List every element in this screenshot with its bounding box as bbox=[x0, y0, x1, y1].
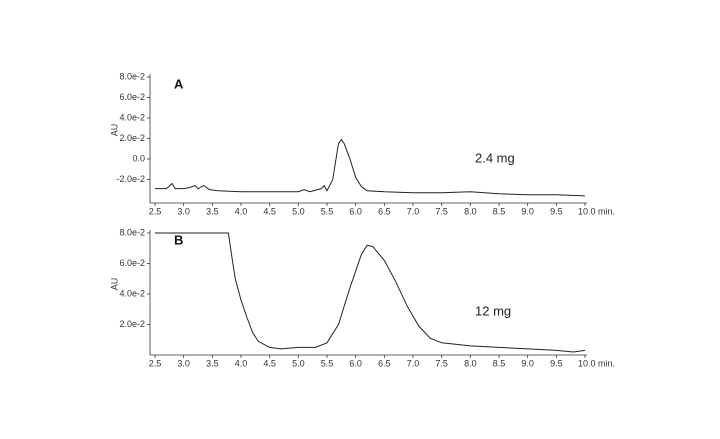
annotation: 2.4 mg bbox=[475, 150, 515, 165]
y-tick-label: 4.0e-2 bbox=[119, 288, 145, 298]
x-tick-label: 6.5 bbox=[378, 358, 391, 368]
y-tick-label: 6.0e-2 bbox=[119, 258, 145, 268]
y-tick-label: 6.0e-2 bbox=[119, 92, 145, 102]
x-tick-label: 8.5 bbox=[493, 206, 506, 216]
y-axis-label: AU bbox=[109, 278, 119, 291]
y-tick-label: -2.0e-2 bbox=[116, 174, 145, 184]
x-tick-label: 10.0 min. bbox=[578, 206, 615, 216]
x-tick-label: 4.0 bbox=[235, 358, 248, 368]
x-tick-label: 8.5 bbox=[493, 358, 506, 368]
x-tick-label: 3.0 bbox=[177, 206, 190, 216]
data-line bbox=[155, 232, 586, 353]
x-tick-label: 8.0 bbox=[464, 206, 477, 216]
annotation: 12 mg bbox=[475, 304, 511, 319]
x-tick-label: 2.5 bbox=[149, 358, 162, 368]
x-tick-label: 3.0 bbox=[177, 358, 190, 368]
x-tick-label: 6.0 bbox=[349, 206, 362, 216]
x-tick-label: 7.0 bbox=[407, 358, 420, 368]
y-tick-label: 4.0e-2 bbox=[119, 112, 145, 122]
x-tick-label: 9.5 bbox=[550, 358, 563, 368]
x-tick-label: 9.0 bbox=[521, 358, 534, 368]
x-tick-label: 6.0 bbox=[349, 358, 362, 368]
x-tick-label: 10.0 min. bbox=[578, 358, 615, 368]
x-tick-label: 7.5 bbox=[435, 358, 448, 368]
x-tick-label: 5.5 bbox=[321, 206, 334, 216]
y-tick-label: 2.0e-2 bbox=[119, 133, 145, 143]
x-tick-label: 7.0 bbox=[407, 206, 420, 216]
x-tick-label: 3.5 bbox=[206, 358, 219, 368]
x-tick-label: 6.5 bbox=[378, 206, 391, 216]
x-tick-label: 5.0 bbox=[292, 358, 305, 368]
x-tick-label: 3.5 bbox=[206, 206, 219, 216]
data-line bbox=[155, 138, 586, 197]
x-tick-label: 4.0 bbox=[235, 206, 248, 216]
y-tick-label: 8.0e-2 bbox=[119, 71, 145, 81]
x-tick-label: 9.5 bbox=[550, 206, 563, 216]
y-tick-label: 0.0 bbox=[132, 153, 145, 163]
x-tick-label: 7.5 bbox=[435, 206, 448, 216]
x-tick-label: 9.0 bbox=[521, 206, 534, 216]
x-tick-label: 2.5 bbox=[149, 206, 162, 216]
panel-label: B bbox=[174, 232, 183, 247]
x-tick-label: 5.5 bbox=[321, 358, 334, 368]
y-tick-label: 2.0e-2 bbox=[119, 319, 145, 329]
x-tick-label: 4.5 bbox=[263, 358, 276, 368]
x-tick-label: 4.5 bbox=[263, 206, 276, 216]
y-tick-label: 8.0e-2 bbox=[119, 227, 145, 237]
x-tick-label: 8.0 bbox=[464, 358, 477, 368]
panel-label: A bbox=[174, 76, 184, 91]
x-tick-label: 5.0 bbox=[292, 206, 305, 216]
y-axis-label: AU bbox=[109, 124, 119, 137]
